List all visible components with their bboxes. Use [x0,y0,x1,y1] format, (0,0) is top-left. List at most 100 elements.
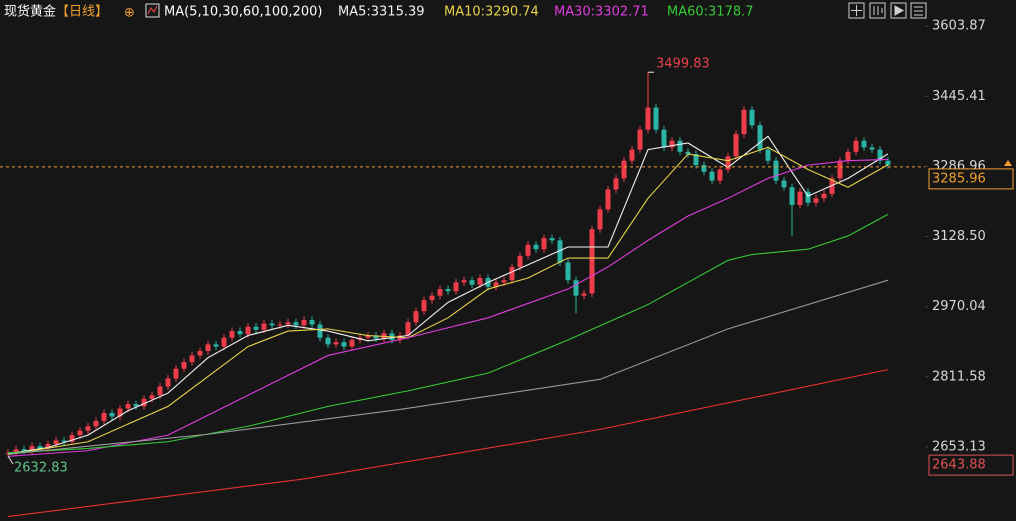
candle-body [565,262,571,281]
candle-body [765,149,771,161]
candle-body [525,244,531,256]
ma-line [7,158,889,457]
candle-body [261,323,267,330]
candle-body [549,238,555,241]
candle-body [845,151,851,161]
candle-body [789,187,795,205]
period-label[interactable]: 【日线】 [56,5,108,20]
y-tick-label: 2811.58 [932,369,986,384]
candle-body [285,322,291,325]
candle-body [413,311,419,323]
toolbar [848,2,927,19]
legend-entry: MA60:3178.7 [667,5,754,20]
candle-body [141,398,147,407]
candle-body [821,193,827,199]
candle-body [813,198,819,203]
candle-body [229,331,235,338]
candle-body [557,240,563,263]
candle-body [85,426,91,431]
candle-body [637,129,643,150]
candle-body [109,412,115,417]
price-tag-box [928,168,1014,190]
candle-body [93,420,99,427]
candle-body [477,277,483,285]
candle-body [517,255,523,267]
candle-body [677,140,683,152]
legend-entry: MA5:3315.39 [338,5,425,20]
candle-body [237,331,243,335]
price-tag: 3285.96 [932,171,986,186]
candle-body [429,295,435,301]
candle-body [421,300,427,312]
chart-title: 现货黄金 [4,4,56,20]
candle-body [685,151,691,155]
candle-body [749,109,755,126]
candle-body [605,189,611,210]
candle-body [277,324,283,326]
candle-body [245,326,251,335]
candle-body [773,160,779,181]
price-tag: 2643.88 [932,458,986,473]
crosshair-button[interactable] [848,2,865,19]
candle-body [405,322,411,336]
candle-body [621,160,627,179]
low-annotation: 2632.83 [14,461,68,476]
y-tick-label: 2970.04 [932,299,986,314]
y-tick-label: 2653.13 [932,440,986,455]
candle-body [629,149,635,161]
candle-body [205,344,211,352]
candle-body [877,149,883,161]
candle-body [69,435,75,442]
candle-body [349,339,355,347]
candle-button[interactable] [869,2,886,19]
candle-body [669,140,675,148]
candle-body [589,229,595,294]
indicator-label: MA(5,10,30,60,100,200) [164,5,322,20]
settings-button[interactable] [910,2,927,19]
candle-body [781,180,787,188]
candle-body [101,412,107,421]
play-button[interactable] [890,2,907,19]
candle-body [157,386,163,396]
candle-body [645,107,651,130]
y-tick-label: 3445.41 [932,89,986,104]
candle-body [869,147,875,150]
candle-body [493,282,499,287]
candle-body [453,282,459,292]
candle-body [21,449,27,451]
add-icon[interactable]: ⊕ [124,6,135,21]
candle-body [437,289,443,296]
candle-body [45,443,51,449]
legend-entry: MA10:3290.74 [444,5,539,20]
candle-body [613,178,619,190]
candle-body [37,446,43,449]
candle-body [373,335,379,339]
y-tick-label: 3128.50 [932,229,986,244]
candle-body [125,404,131,409]
candle-body [837,160,843,179]
candle-body [501,280,507,283]
candle-body [597,209,603,230]
candle-body [445,289,451,292]
candle-body [365,335,371,338]
price-tag-box [928,454,1014,476]
high-annotation: 3499.83 [656,57,710,72]
indicator-icon[interactable] [145,3,160,18]
candle-body [309,320,315,325]
candle-body [53,440,59,444]
candle-body [269,323,275,326]
candle-body [829,178,835,194]
candle-body [853,140,859,152]
candle-body [293,322,299,326]
candle-body [797,191,803,205]
candle-body [725,156,731,170]
candle-body [149,395,155,399]
candle-body [325,337,331,345]
candle-body [221,337,227,347]
candle-body [461,280,467,283]
ma-line [7,369,889,518]
ma-line [7,279,889,455]
candle-body [317,324,323,338]
